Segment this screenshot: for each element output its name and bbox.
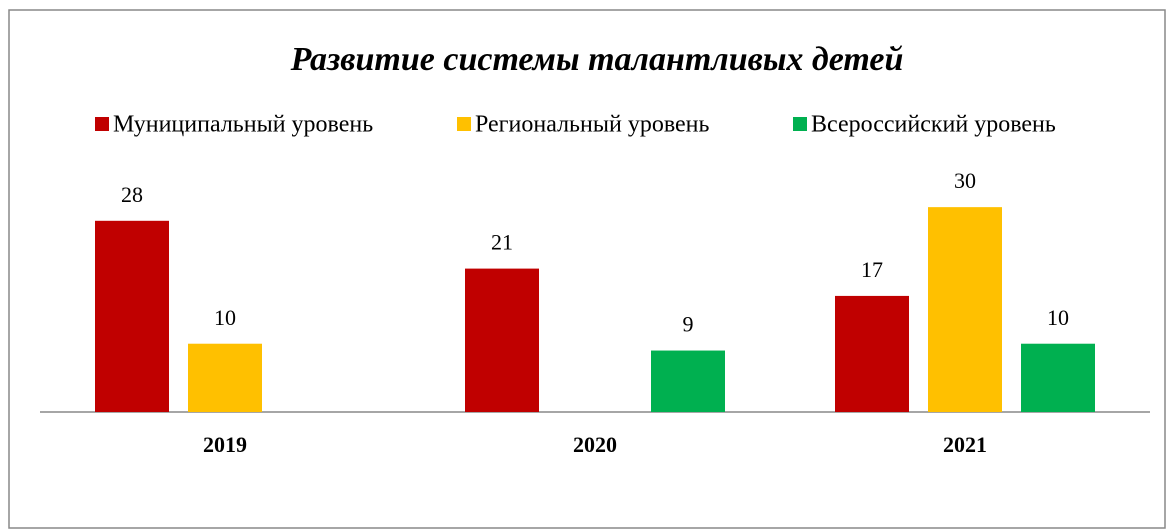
legend-swatch	[457, 117, 471, 131]
legend-label: Региональный уровень	[475, 112, 710, 138]
x-tick-label: 2019	[203, 432, 247, 457]
x-tick-label: 2021	[943, 432, 987, 457]
data-label: 28	[121, 182, 143, 207]
data-label: 9	[683, 312, 694, 337]
legend-label: Муниципальный уровень	[113, 112, 373, 138]
x-tick-label: 2020	[573, 432, 617, 457]
data-label: 10	[1047, 305, 1069, 330]
bar	[1021, 343, 1095, 412]
data-label: 10	[214, 305, 236, 330]
data-label: 30	[954, 168, 976, 193]
chart-title: Развитие системы талантливых детей	[290, 41, 904, 78]
data-label: 21	[491, 230, 513, 255]
legend-swatch	[793, 117, 807, 131]
bar	[95, 220, 169, 412]
bar	[928, 207, 1002, 412]
bar	[651, 350, 725, 412]
legend-label: Всероссийский уровень	[811, 112, 1056, 138]
legend-swatch	[95, 117, 109, 131]
bar	[188, 343, 262, 412]
bar	[465, 268, 539, 412]
data-label: 17	[861, 257, 883, 282]
bar	[835, 295, 909, 412]
